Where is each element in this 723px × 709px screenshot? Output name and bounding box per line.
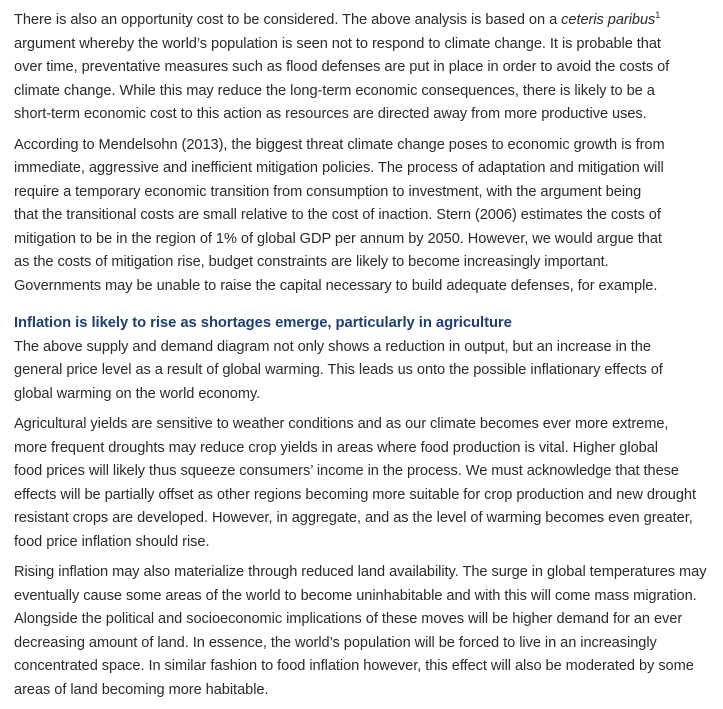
section-heading-inflation: Inflation is likely to rise as shortages… xyxy=(14,315,512,331)
paragraph-supply-demand: The above supply and demand diagram not … xyxy=(14,338,663,402)
ceteris-paribus-term: ceteris paribus xyxy=(561,12,656,28)
document-page: There is also an opportunity cost to be … xyxy=(14,9,714,709)
paragraph-agricultural-yields: Agricultural yields are sensitive to wea… xyxy=(14,416,696,550)
footnote-marker: 1 xyxy=(655,10,661,21)
paragraph-mitigation-policies: According to Mendelsohn (2013), the bigg… xyxy=(14,136,665,294)
paragraph-text-start: There is also an opportunity cost to be … xyxy=(14,12,562,28)
paragraph-land-availability: Rising inflation may also materialize th… xyxy=(14,564,707,698)
paragraph-opportunity-cost: There is also an opportunity cost to be … xyxy=(14,9,714,127)
paragraph-text-end: argument whereby the world’s population … xyxy=(14,35,670,123)
